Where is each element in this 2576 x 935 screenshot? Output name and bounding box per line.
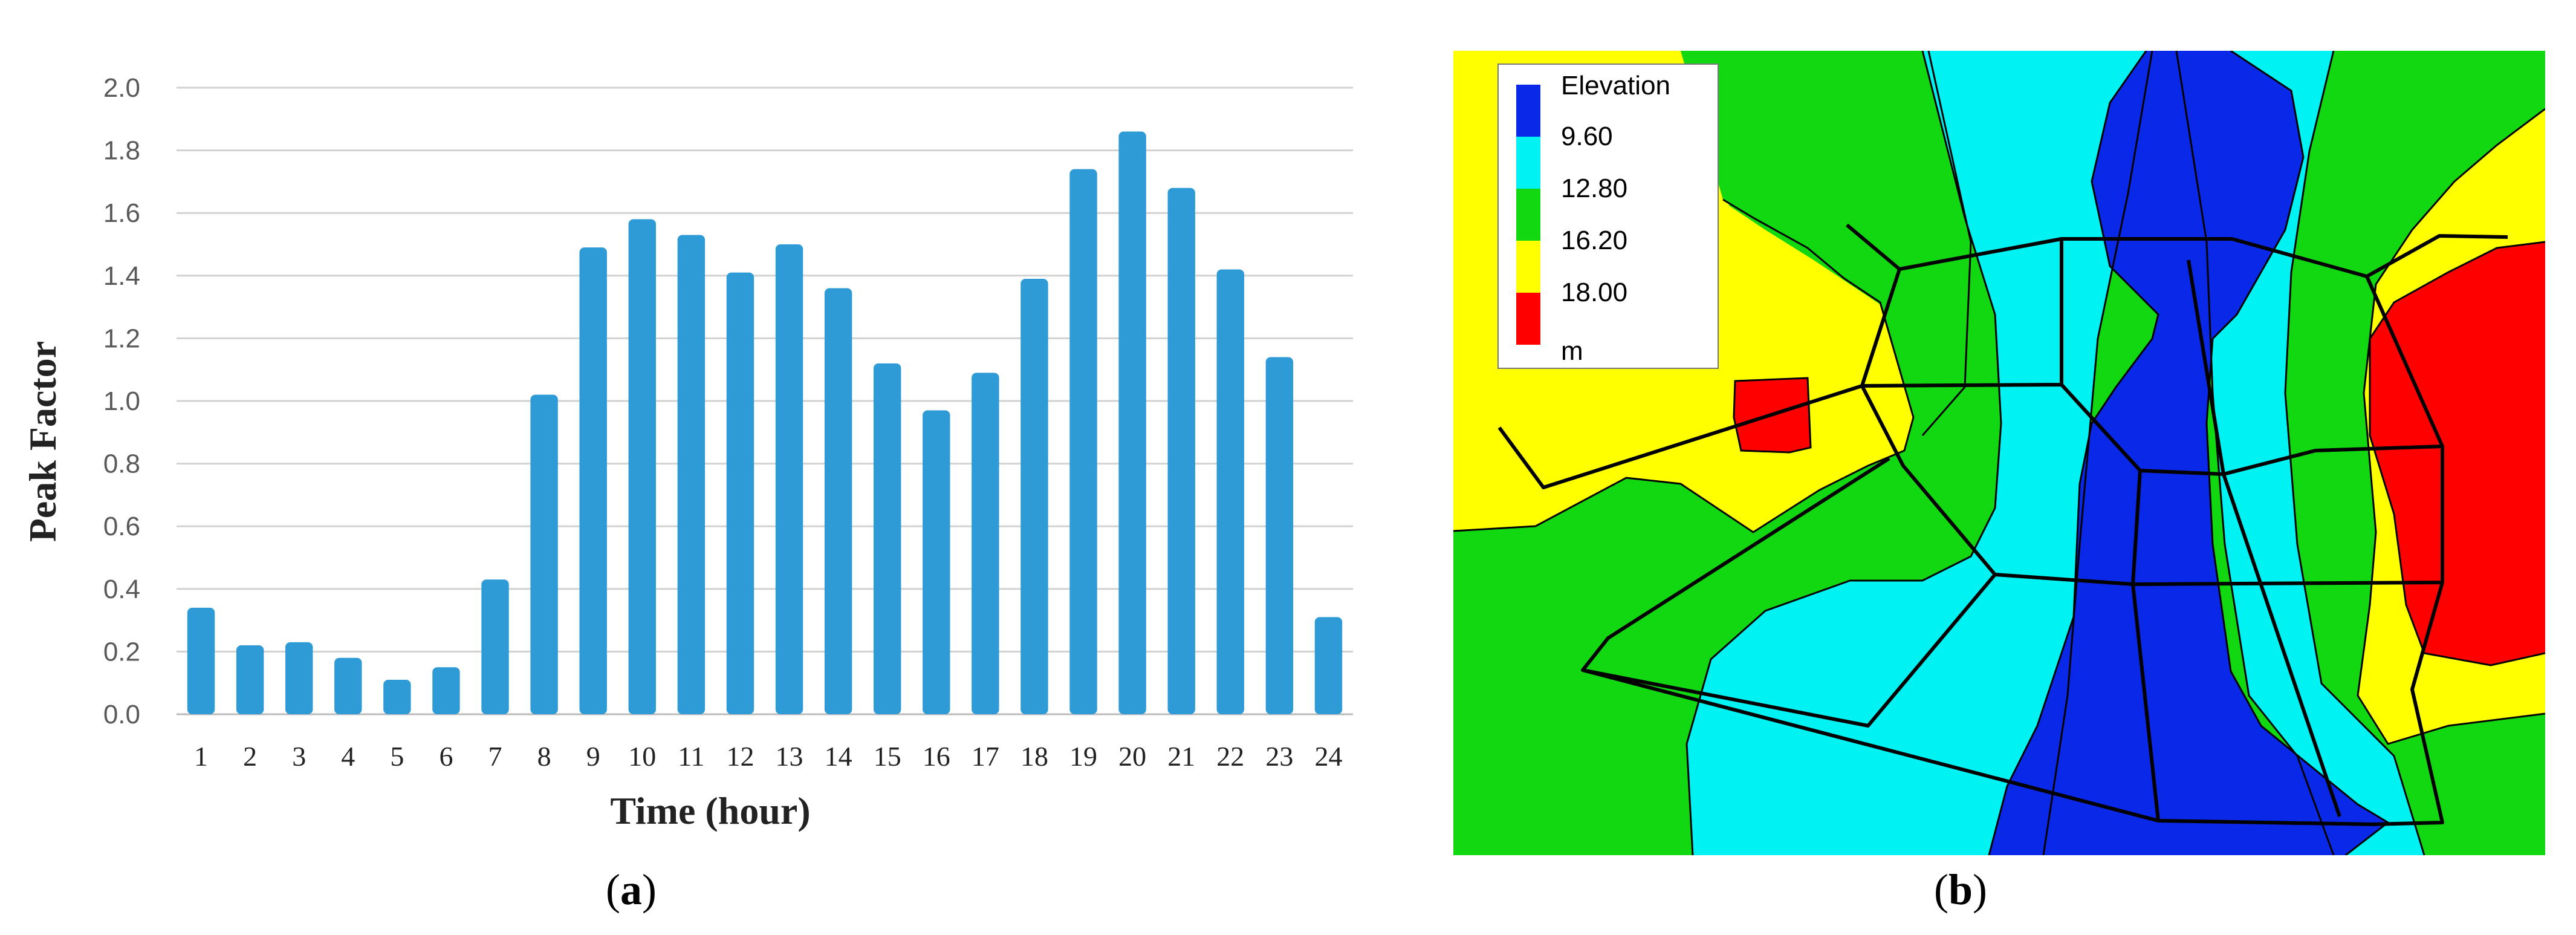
bar-hour-13: [775, 244, 803, 714]
bar-hour-4: [334, 657, 362, 714]
legend-label: 16.20: [1561, 226, 1627, 255]
x-tick-label: 11: [678, 741, 704, 772]
map-legend: 9.60 12.80 16.20 18.00 Elevation m: [1497, 64, 1719, 369]
bar-hour-6: [432, 667, 460, 714]
bar-hour-18: [1020, 278, 1048, 715]
x-tick-label: 9: [586, 741, 600, 772]
x-tick-label: 22: [1216, 741, 1244, 772]
bar-hour-21: [1167, 187, 1195, 714]
x-axis-label: Time (hour): [610, 789, 810, 832]
x-tick-label: 18: [1020, 741, 1048, 772]
bar-hour-3: [285, 642, 313, 714]
bar-hour-2: [236, 645, 264, 714]
pipe-network: [1497, 223, 2508, 826]
bar-hour-16: [923, 410, 950, 714]
y-tick-label: 2.0: [103, 73, 140, 103]
x-tick-label: 4: [341, 741, 355, 772]
bar-hour-23: [1265, 357, 1294, 714]
legend-title: Elevation: [1561, 71, 1670, 100]
y-tick-label: 0.6: [103, 512, 140, 541]
bar-hour-7: [481, 579, 509, 714]
bar-hour-11: [677, 235, 706, 715]
bar-hour-12: [726, 272, 754, 714]
y-tick-label: 1.4: [103, 261, 140, 291]
x-tick-label: 7: [488, 741, 502, 772]
contour-green-right-top: [2334, 51, 2545, 284]
y-tick-labels: 0.0 0.2 0.4 0.6 0.8 1.0 1.2 1.4 1.6 1.8 2.0: [103, 73, 140, 729]
y-tick-label: 0.8: [103, 449, 140, 479]
y-axis-label: Peak Factor: [21, 341, 64, 542]
contour-cyan-band: [1687, 51, 2152, 855]
bar-hour-8: [530, 394, 558, 714]
x-tick-label: 8: [537, 741, 551, 772]
chart-bars: [187, 131, 1343, 715]
chart-gridlines: [177, 86, 1353, 715]
x-tick-label: 23: [1265, 741, 1293, 772]
legend-swatch: [1516, 189, 1540, 241]
bar-hour-14: [824, 288, 852, 714]
x-tick-labels: 1 2 3 4 5 6 7 8 9 10 11 12 13 14 15 16 17 18 19 20 21 22 23 24: [194, 741, 1342, 772]
y-tick-label: 0.2: [103, 637, 140, 666]
bar-hour-5: [383, 680, 411, 714]
x-tick-label: 14: [825, 741, 852, 772]
legend-swatch: [1516, 241, 1540, 293]
bar-hour-15: [874, 363, 901, 714]
y-tick-label: 1.2: [103, 324, 140, 353]
bar-hour-20: [1118, 131, 1146, 714]
y-tick-label: 0.0: [103, 700, 140, 729]
x-tick-label: 16: [923, 741, 950, 772]
x-tick-label: 2: [243, 741, 257, 772]
y-tick-label: 1.6: [103, 198, 140, 228]
x-tick-label: 24: [1314, 741, 1342, 772]
contour-blue-channel: [1989, 51, 2388, 855]
x-tick-label: 15: [874, 741, 901, 772]
bar-hour-9: [579, 247, 607, 714]
bar-hour-17: [972, 373, 999, 714]
x-tick-label: 5: [390, 741, 404, 772]
legend-unit: m: [1561, 336, 1583, 366]
bar-hour-22: [1216, 269, 1244, 714]
x-tick-label: 21: [1167, 741, 1195, 772]
x-tick-label: 10: [628, 741, 656, 772]
caption-b: (b): [1934, 865, 1988, 914]
x-tick-label: 13: [776, 741, 803, 772]
caption-a: (a): [606, 865, 657, 914]
bar-hour-24: [1314, 617, 1343, 714]
legend-swatch: [1516, 85, 1540, 137]
contour-green-top: [1453, 51, 1971, 435]
legend-label: 12.80: [1561, 174, 1627, 203]
contour-red-right: [2370, 242, 2545, 665]
y-tick-label: 1.0: [103, 386, 140, 416]
legend-label: 9.60: [1561, 122, 1613, 151]
x-tick-label: 3: [292, 741, 306, 772]
x-tick-label: 6: [439, 741, 453, 772]
contour-boundaries: [1453, 51, 2545, 855]
y-tick-label: 1.8: [103, 136, 140, 166]
legend-label: 18.00: [1561, 278, 1627, 307]
x-tick-label: 12: [726, 741, 754, 772]
x-tick-label: 1: [194, 741, 208, 772]
x-tick-label: 19: [1069, 741, 1097, 772]
legend-swatch: [1516, 293, 1540, 345]
y-tick-label: 0.4: [103, 575, 140, 604]
bar-hour-1: [187, 607, 215, 714]
bar-hour-10: [628, 219, 656, 714]
x-tick-label: 20: [1118, 741, 1146, 772]
x-tick-label: 17: [972, 741, 999, 772]
legend-swatch: [1516, 137, 1540, 189]
bar-hour-19: [1069, 169, 1097, 714]
